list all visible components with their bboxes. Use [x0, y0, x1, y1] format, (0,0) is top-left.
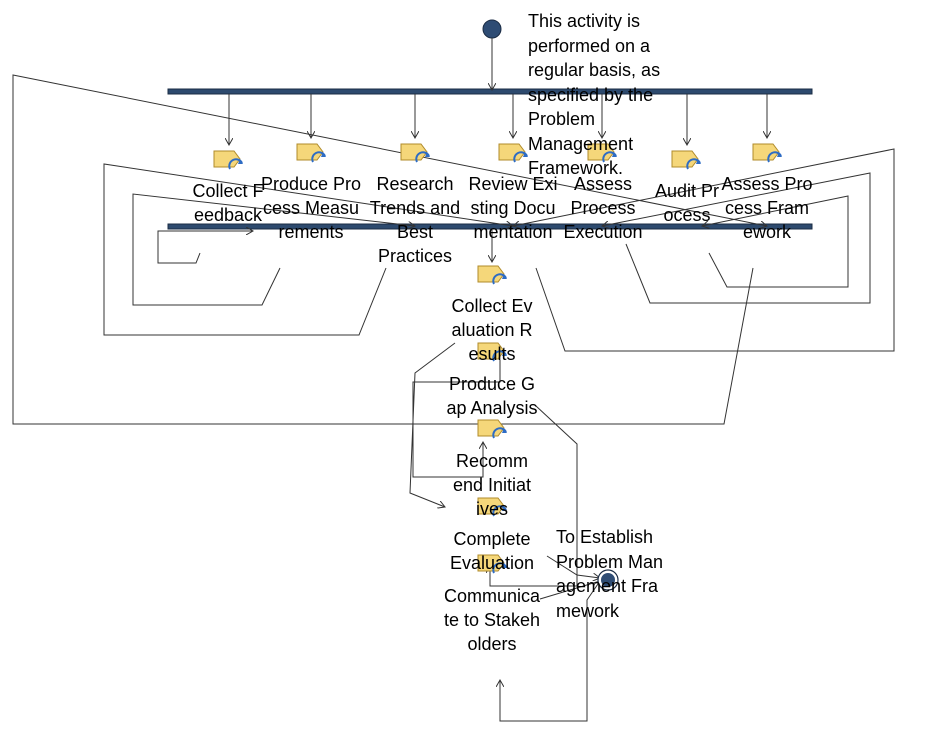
activity-icon — [400, 143, 430, 163]
activity-icon — [752, 143, 782, 163]
end-node-label: To Establish Problem Management Framewor… — [556, 527, 664, 621]
join-connectors — [12, 74, 895, 425]
activity-icon — [477, 419, 507, 439]
activity-recommend-initiatives[interactable]: Recommend Initiatives — [452, 451, 532, 519]
activity-icon — [498, 143, 528, 163]
activity-assess-process-framework[interactable]: Assess Process Framework — [721, 174, 813, 242]
activity-icon — [477, 342, 507, 362]
activity-assess-process-execution[interactable]: Assess Process Execution — [563, 174, 643, 242]
join-bar — [167, 223, 813, 230]
activity-icon — [477, 265, 507, 285]
activity-icon — [213, 150, 243, 170]
fork-arrows — [229, 94, 767, 145]
activity-icon — [477, 554, 507, 574]
activity-audit-process[interactable]: Audit Process — [654, 181, 720, 225]
schedule-note: This activity is performed on a regular … — [528, 11, 661, 178]
activity-research-trends[interactable]: Research Trends and Best Practices — [369, 174, 461, 266]
activity-collect-feedback[interactable]: Collect Feedback — [192, 181, 264, 225]
activity-icon — [296, 143, 326, 163]
activity-complete-evaluation[interactable]: Complete Evaluation — [449, 529, 535, 573]
activity-communicate-to-stakeholders[interactable]: Communicate to Stakeholders — [443, 586, 541, 654]
end-node — [597, 569, 619, 591]
activity-icon — [587, 143, 617, 163]
activity-produce-gap-analysis[interactable]: Produce Gap Analysis — [446, 374, 538, 418]
activity-produce-process-measurements[interactable]: Produce Process Measurements — [260, 174, 362, 242]
activity-icon — [477, 497, 507, 517]
activity-collect-evaluation-results[interactable]: Collect Evaluation Results — [451, 296, 533, 364]
activity-review-documentation[interactable]: Review Existing Documentation — [468, 174, 558, 242]
sequence-connectors — [409, 229, 602, 722]
activity-icon — [671, 150, 701, 170]
fork-bar — [167, 88, 813, 95]
start-node — [482, 19, 502, 39]
